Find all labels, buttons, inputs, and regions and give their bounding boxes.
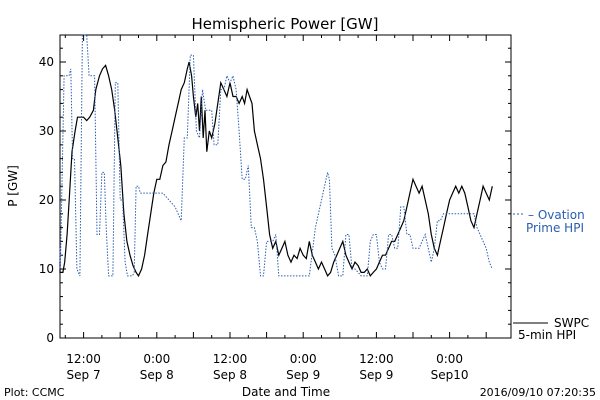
- x-tick-date-4: Sep 9: [359, 368, 393, 382]
- series-layer: [59, 34, 493, 278]
- legend-swpc-label: SWPC: [554, 316, 589, 330]
- legend-swpc-label-2: 5-min HPI: [518, 328, 576, 342]
- x-tick-date-5: Sep10: [431, 368, 469, 382]
- y-tick-label-1: 10: [39, 262, 54, 276]
- chart-title: Hemispheric Power [GW]: [192, 15, 379, 33]
- y-tick-label-0: 0: [46, 331, 54, 345]
- series-ovation-line: [59, 34, 493, 277]
- timestamp: 2016/09/10 07:20:35: [480, 386, 596, 399]
- series-swpc-line: [59, 61, 493, 278]
- x-tick-date-3: Sep 9: [286, 368, 320, 382]
- y-tick-label-2: 20: [39, 193, 54, 207]
- x-axis: 12:00 Sep 7 0:00 Sep 8 12:00 Sep 8 0:00 Sep 9 12…: [64, 35, 487, 382]
- x-tick-time-0: 12:00: [66, 352, 101, 366]
- legend-ovation-label: – Ovation: [528, 208, 585, 222]
- y-tick-label-3: 30: [39, 124, 54, 138]
- x-tick-time-1: 0:00: [143, 352, 170, 366]
- x-tick-date-1: Sep 8: [140, 368, 174, 382]
- y-axis: 0 10 20 30 40: [39, 47, 511, 345]
- x-tick-date-0: Sep 7: [67, 368, 101, 382]
- x-axis-label: Date and Time: [242, 385, 330, 399]
- x-tick-time-4: 12:00: [359, 352, 394, 366]
- x-tick-time-3: 0:00: [290, 352, 317, 366]
- x-tick-time-2: 12:00: [213, 352, 248, 366]
- y-tick-label-4: 40: [39, 55, 54, 69]
- x-tick-time-5: 0:00: [436, 352, 463, 366]
- legend-ovation-label-2: Prime HPI: [526, 221, 584, 235]
- y-axis-label: P [GW]: [6, 165, 20, 207]
- x-tick-date-2: Sep 8: [213, 368, 247, 382]
- plot-frame: [59, 34, 512, 339]
- plot-credit: Plot: CCMC: [4, 386, 65, 399]
